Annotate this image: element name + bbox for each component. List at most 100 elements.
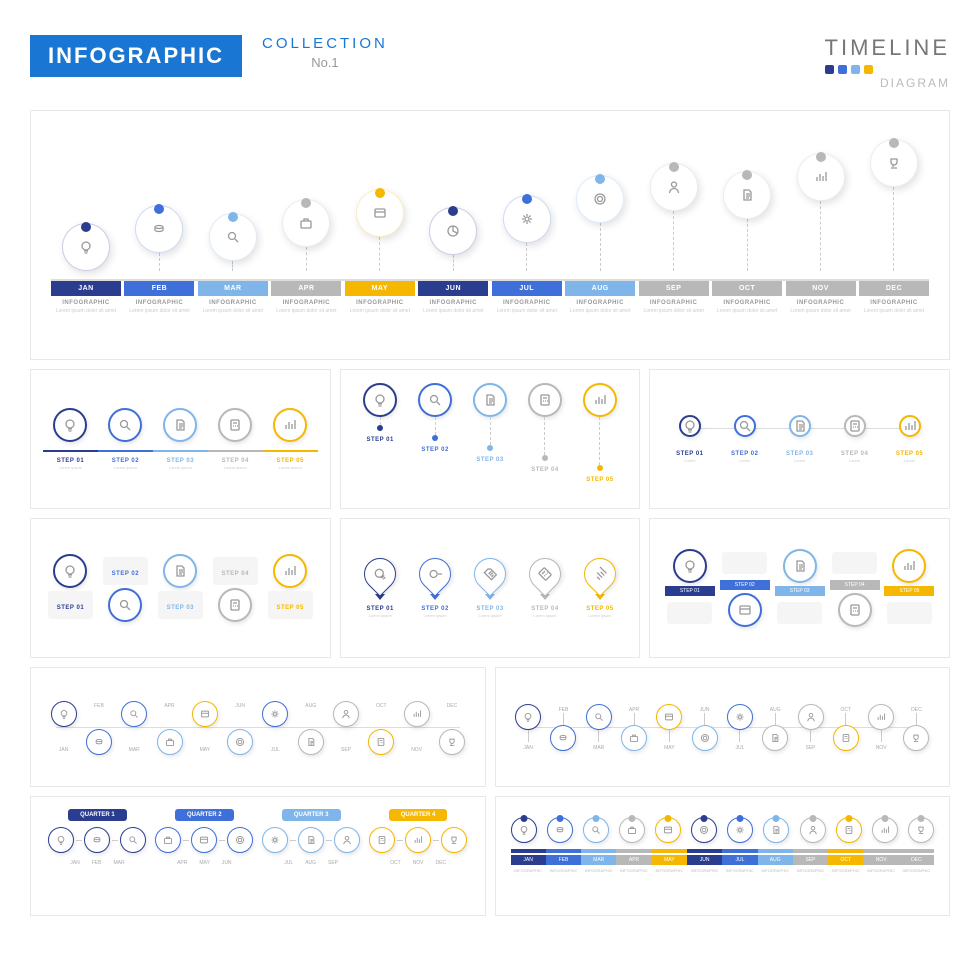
step-label: STEP 05	[896, 451, 923, 457]
step-text: Lorem ipsum	[114, 466, 137, 471]
quarter-month-labels: APRMAYJUN	[177, 857, 231, 866]
step-circle	[218, 408, 252, 442]
step-text: Lorem	[794, 459, 805, 464]
step-dot	[597, 465, 603, 471]
step-item: STEP 04 Lorem	[827, 415, 882, 464]
step-circle	[218, 588, 252, 622]
month-circle	[227, 729, 253, 755]
pin-stem	[704, 713, 705, 725]
sub-text: Lorem ipsum dolor sit amet	[271, 308, 341, 315]
month-tag: JUL	[492, 281, 562, 296]
timeline-item	[492, 195, 562, 271]
step-tab: STEP 01	[665, 586, 715, 596]
month-alt-item: MAR	[117, 701, 152, 753]
sub-text: Lorem ipsum dolor sit amet	[492, 308, 562, 315]
variant-b: STEP 01 STEP 02 STEP 03 STEP 04 STEP 05	[353, 385, 628, 493]
linear-months: JANFEBMARAPRMAYJUNJULAUGSEPOCTNOVDEC INF…	[511, 817, 935, 911]
step-card: STEP 02	[103, 557, 148, 585]
sub-label: INFOGRAPHIC	[863, 868, 898, 873]
timeline-stem	[453, 255, 454, 271]
quarter-month-circle	[84, 827, 110, 853]
sub-label: INFOGRAPHIC	[828, 868, 863, 873]
month-label: MAR	[113, 860, 124, 866]
step-card	[722, 552, 767, 574]
step-item: STEP 04 Lorem ipsum	[208, 408, 263, 471]
badge-dot	[845, 815, 852, 822]
month-segment	[899, 849, 934, 853]
step-label: STEP 02	[112, 571, 139, 577]
month-label: OCT	[376, 703, 387, 709]
timeline-circle	[62, 223, 110, 271]
month-circle	[586, 704, 612, 730]
month-alt-item: AUG	[293, 700, 328, 755]
timeline-stem	[747, 219, 748, 271]
step-circle	[473, 383, 507, 417]
quarter-months	[262, 827, 360, 853]
month-pin-item: DEC	[899, 704, 934, 751]
variant-c: STEP 01 Lorem STEP 02 Lorem STEP 03 Lore…	[662, 385, 937, 493]
month-label: FEB	[92, 860, 102, 866]
month-sub-block: INFOGRAPHICLorem ipsum dolor sit amet	[418, 300, 488, 315]
timeline-circle	[356, 189, 404, 237]
zigzag-item: STEP 05	[268, 554, 313, 622]
quarter-month-circle	[191, 827, 217, 853]
month-pin-item: SEP	[793, 704, 828, 751]
month-sub-block: INFOGRAPHIC Lorem ipsum dolor sit amet	[492, 300, 562, 315]
quarters-timeline: QUARTER 1 JANFEBMAR QUARTER 2 APRMAYJUN …	[46, 809, 470, 903]
variant-d: STEP 01 STEP 02 STEP 03 STEP 04 STEP 05	[43, 534, 318, 642]
sub-title: INFOGRAPHIC	[124, 300, 194, 306]
months-alternating: JAN FEB MAR APR MAY JUN JUL AUG SEP OCT …	[46, 680, 470, 774]
month-pin-item: MAY	[652, 704, 687, 751]
month-tag: DEC	[899, 855, 934, 865]
sub-label: INFOGRAPHIC	[652, 868, 687, 873]
step-circle	[844, 415, 866, 437]
main-timeline	[51, 131, 929, 271]
sub-title: INFOGRAPHIC	[492, 300, 562, 306]
month-sub-block: INFOGRAPHICLorem ipsum dolor sit amet	[345, 300, 415, 315]
step-circle	[728, 593, 762, 627]
pin-stem	[739, 730, 740, 742]
timeline-stem	[159, 253, 160, 271]
timeline-item	[124, 205, 194, 271]
step-text: Lorem	[904, 459, 915, 464]
timeline-item	[712, 171, 782, 271]
month-alt-item: NOV	[399, 701, 434, 753]
month-sub-block: INFOGRAPHICLorem ipsum dolor sit amet	[859, 300, 929, 315]
step-stem	[380, 417, 381, 425]
step-text: Lorem ipsum	[369, 614, 392, 619]
sub-text: Lorem ipsum dolor sit amet	[565, 308, 635, 315]
month-tag: DEC	[859, 281, 929, 296]
step-label: STEP 04	[222, 571, 249, 577]
month-label: SEP	[806, 745, 816, 751]
sub-text: Lorem ipsum dolor sit amet	[786, 308, 856, 315]
sub-text: Lorem ipsum dolor sit amet	[712, 308, 782, 315]
month-tag: SEP	[639, 281, 709, 296]
collection-label: COLLECTION	[262, 35, 388, 52]
linear-segments	[511, 849, 935, 853]
timeline-circle	[503, 195, 551, 243]
month-tag: JUN	[418, 281, 488, 296]
months-alt-panel: JAN FEB MAR APR MAY JUN JUL AUG SEP OCT …	[30, 667, 486, 787]
month-tag: FEB	[124, 281, 194, 296]
step-circle	[363, 383, 397, 417]
step-label: STEP 01	[57, 605, 84, 611]
month-segment	[616, 849, 651, 853]
collection-no: No.1	[262, 55, 388, 70]
step-item: STEP 02 Lorem ipsum	[98, 408, 153, 471]
month-circle	[800, 817, 826, 843]
variant-row-2: STEP 01 STEP 02 STEP 03 STEP 04 STEP 05 …	[30, 518, 950, 658]
connector	[326, 840, 332, 841]
badge-dot	[917, 815, 924, 822]
months-pins: JAN FEB MAR APR MAY JUN JUL AUG SEP OCT …	[511, 680, 935, 774]
month-label: DEC	[447, 703, 458, 709]
month-label: JUL	[271, 747, 280, 753]
badge-dot	[592, 815, 599, 822]
step-text: Lorem ipsum	[588, 614, 611, 619]
month-tag: AUG	[565, 281, 635, 296]
month-pin-item: NOV	[863, 704, 898, 751]
zigzag-item: STEP 02	[103, 554, 148, 622]
quarter-month-circle	[120, 827, 146, 853]
step-circle	[583, 383, 617, 417]
step-text: Lorem ipsum	[224, 466, 247, 471]
pin-item: STEP 02 Lorem ipsum	[408, 558, 463, 619]
